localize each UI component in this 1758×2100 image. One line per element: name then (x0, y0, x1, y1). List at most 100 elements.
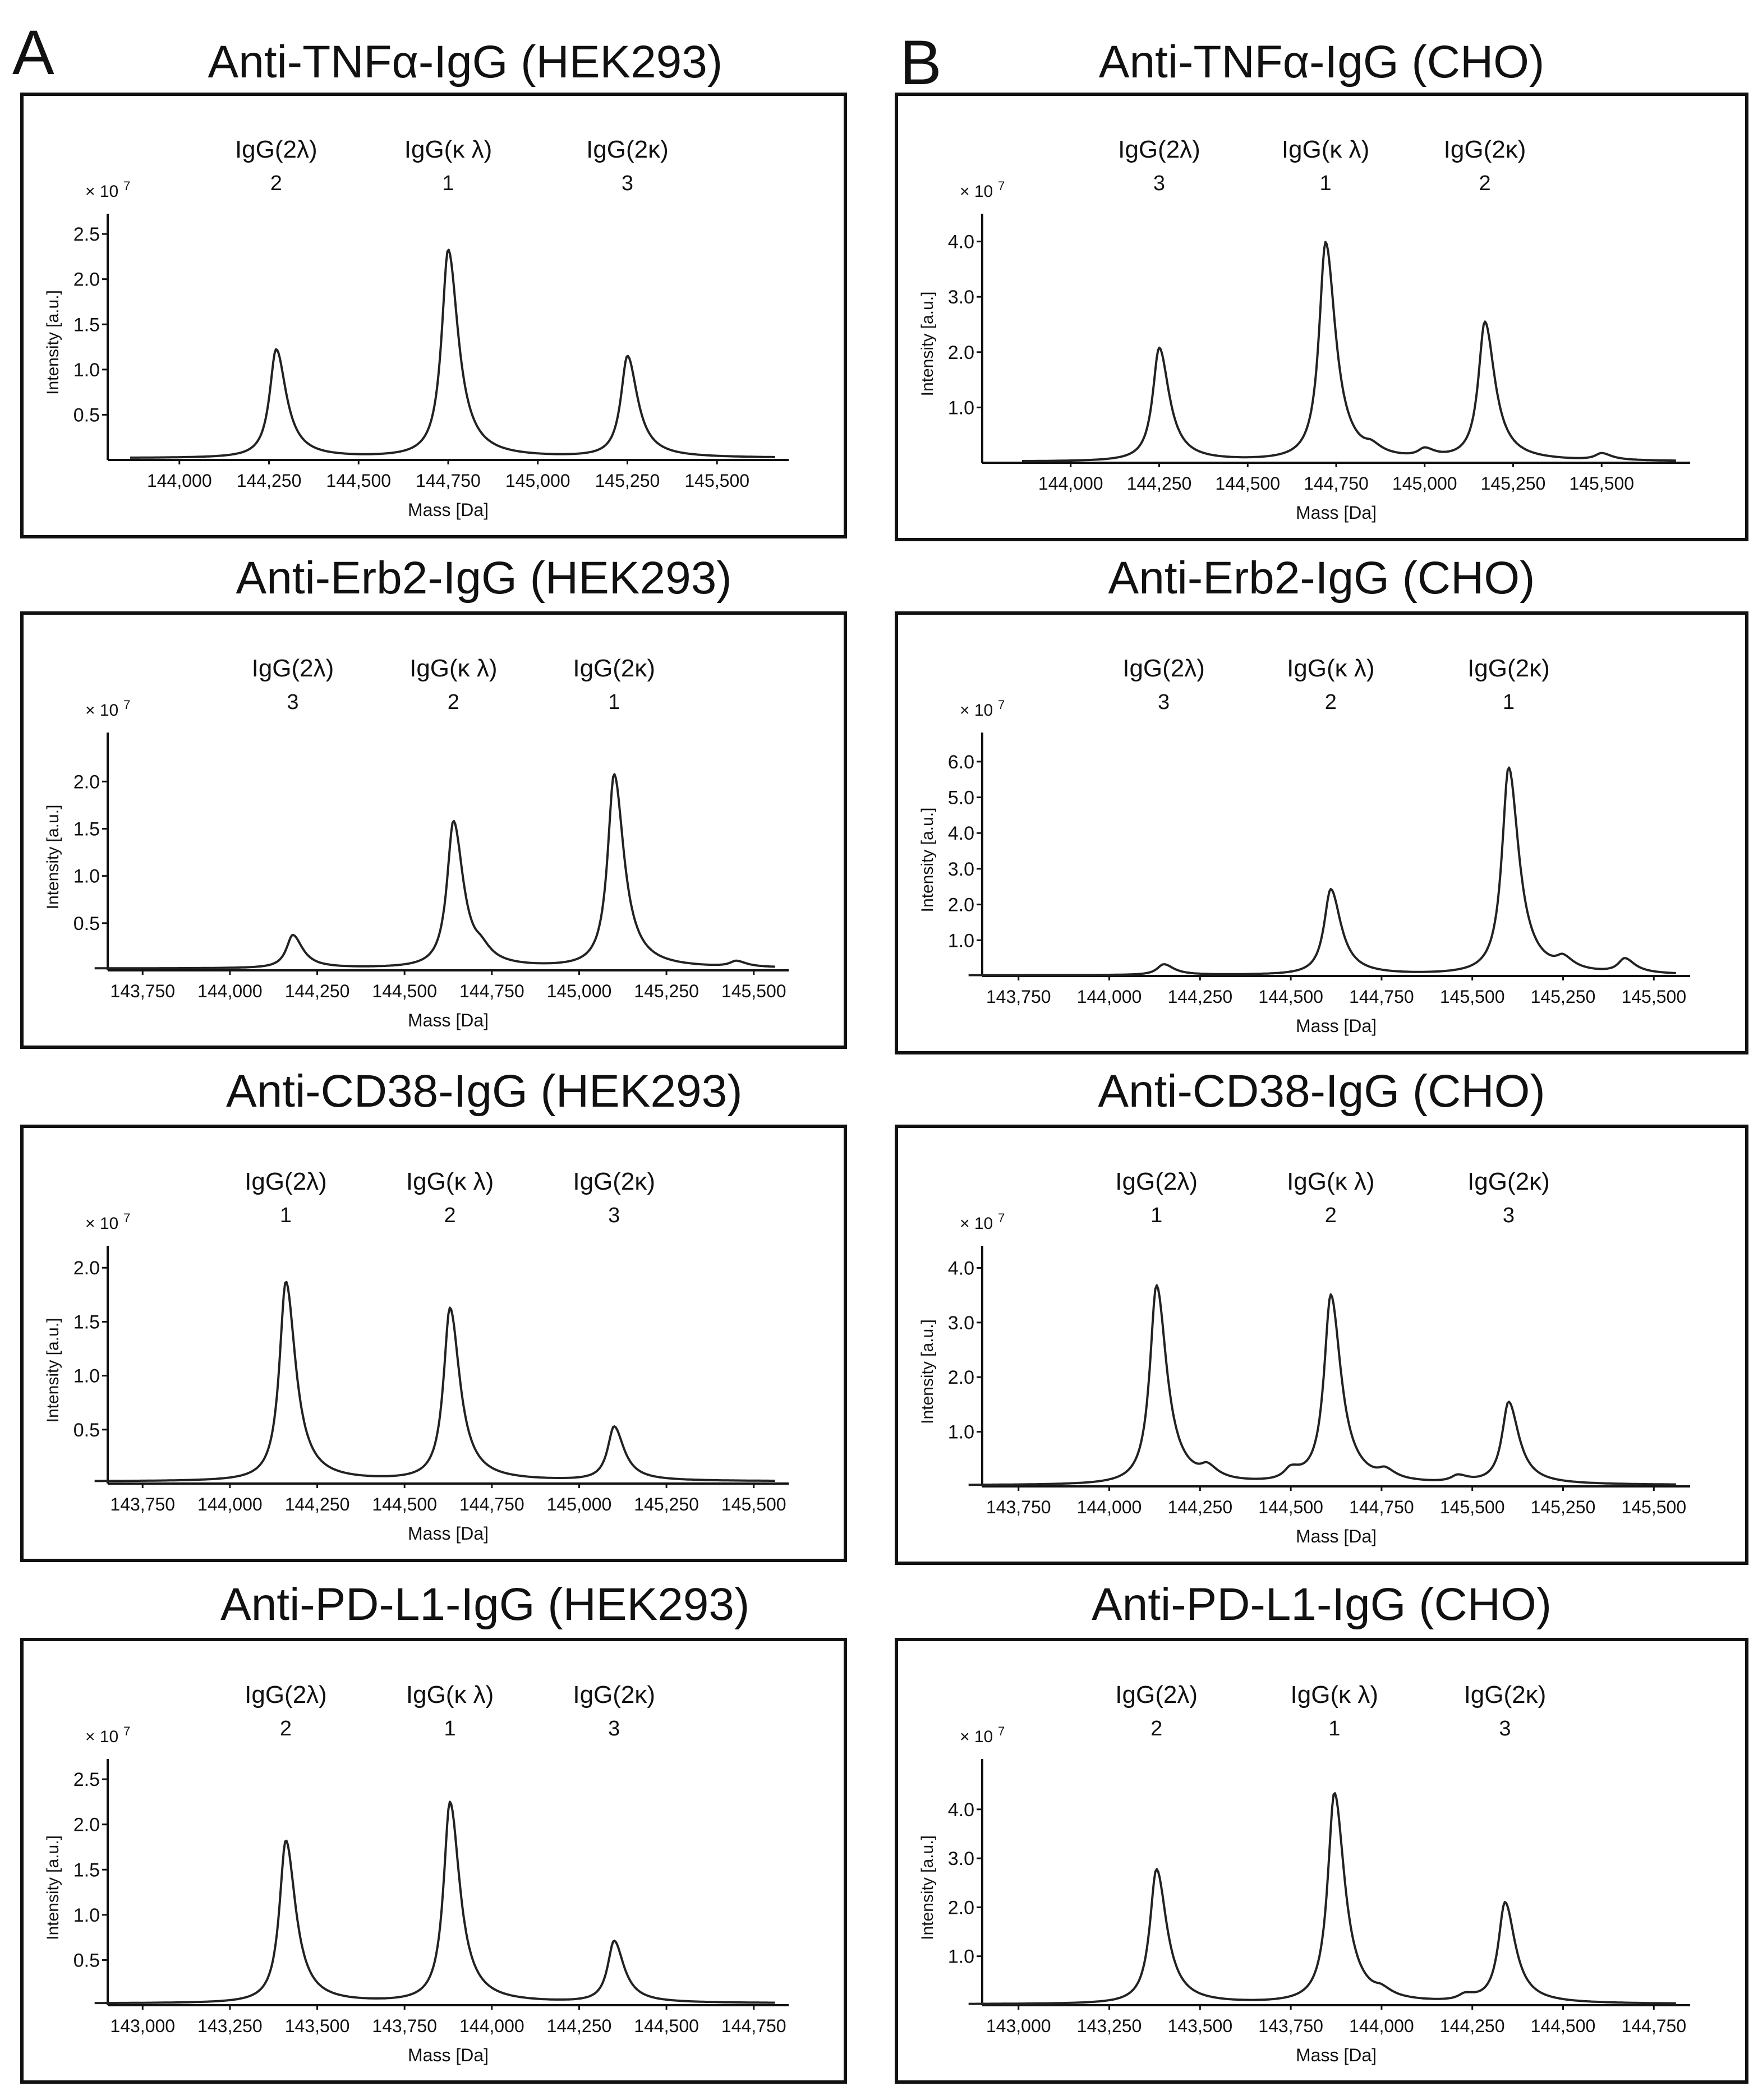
y-tick-label: 4.0 (948, 823, 974, 844)
y-tick-label: 1.0 (73, 1366, 100, 1387)
x-tick-label: 144,000 (459, 2016, 524, 2036)
species-label: IgG(2κ) (586, 136, 669, 163)
mass-spectrum-chart: × 10 7 1.0 2.0 3.0 4.0 144,000 144,250 144,500 14… (918, 136, 1690, 523)
y-axis-label: Intensity [a.u.] (918, 292, 937, 397)
x-tick-label: 144,250 (547, 2016, 612, 2036)
x-axis-label: Mass [Da] (408, 1523, 489, 1544)
y-tick-label: 1.0 (948, 397, 974, 418)
x-axis-label: Mass [Da] (408, 500, 489, 520)
species-rank: 1 (1503, 690, 1515, 714)
x-tick-label: 143,500 (285, 2016, 350, 2036)
chart-title: Anti-TNFα-IgG (HEK293) (208, 36, 723, 88)
x-tick-label: 144,250 (237, 471, 302, 491)
chart-title: Anti-Erb2-IgG (CHO) (1108, 552, 1535, 604)
y-scale-exponent: 7 (998, 698, 1005, 712)
x-tick-label: 143,250 (197, 2016, 263, 2036)
peak-apex (1381, 1998, 1382, 1999)
species-rank: 1 (442, 172, 454, 195)
y-tick-label: 1.0 (948, 1422, 974, 1443)
y-axis-label: Intensity [a.u.] (44, 805, 62, 910)
y-tick-label: 1.5 (73, 819, 100, 840)
species-rank: 3 (622, 172, 633, 195)
chart-frame: × 10 7 0.5 1.0 1.5 2.0 143,750 144,000 144,250 14… (20, 1125, 847, 1562)
y-axis-label: Intensity [a.u.] (44, 290, 62, 395)
y-tick-label: 6.0 (948, 752, 974, 773)
x-tick-label: 144,500 (634, 2016, 699, 2036)
species-label: IgG(2λ) (1115, 1168, 1198, 1195)
peak-apex (1371, 454, 1372, 455)
y-tick-label: 5.0 (948, 788, 974, 809)
species-label: IgG(2κ) (573, 1681, 655, 1708)
y-tick-label: 2.0 (73, 269, 100, 291)
y-tick-label: 2.0 (948, 342, 974, 363)
y-scale-exponent: 7 (998, 1724, 1005, 1738)
species-label: IgG(2λ) (1122, 655, 1205, 682)
y-scale-label: × 10 (85, 1728, 118, 1746)
x-tick-label: 144,750 (1304, 473, 1369, 494)
species-rank: 2 (270, 172, 282, 195)
chart-frame: × 10 7 1.0 2.0 3.0 4.0 143,750 144,000 144,250 14… (895, 1125, 1748, 1565)
x-axis-label: Mass [Da] (1296, 1526, 1377, 1546)
x-tick-label: 145,500 (1440, 987, 1505, 1007)
peak-apex (481, 959, 482, 960)
chart-frame: × 10 7 1.0 2.0 3.0 4.0 143,000 143,250 143,500 14… (895, 1638, 1748, 2084)
species-rank: 2 (444, 1204, 456, 1227)
x-tick-label: 143,750 (372, 2016, 437, 2036)
peak-apex (1465, 1998, 1466, 1999)
y-scale-exponent: 7 (123, 179, 130, 193)
chart-title: Anti-Erb2-IgG (HEK293) (236, 552, 732, 604)
y-tick-label: 3.0 (948, 287, 974, 308)
y-tick-label: 1.0 (73, 1905, 100, 1926)
y-tick-label: 1.0 (73, 866, 100, 887)
x-tick-label: 144,750 (416, 471, 481, 491)
y-axis-label: Intensity [a.u.] (44, 1318, 62, 1423)
x-tick-label: 144,500 (372, 1494, 437, 1514)
x-tick-label: 143,750 (986, 987, 1051, 1007)
x-tick-label: 144,000 (1077, 987, 1142, 1007)
y-tick-label: 0.5 (73, 404, 100, 426)
x-tick-label: 145,500 (1569, 473, 1634, 494)
y-tick-label: 2.0 (948, 895, 974, 916)
x-tick-label: 144,000 (147, 471, 212, 491)
x-tick-label: 145,500 (721, 1494, 786, 1514)
species-rank: 3 (287, 690, 298, 714)
x-tick-label: 144,500 (372, 981, 437, 1001)
species-rank: 2 (448, 690, 459, 714)
y-scale-exponent: 7 (123, 1211, 130, 1225)
x-tick-label: 144,000 (1077, 1497, 1142, 1517)
y-axis-label: Intensity [a.u.] (918, 1835, 937, 1940)
x-tick-label: 144,750 (459, 981, 524, 1001)
chart-title: Anti-TNFα-IgG (CHO) (1098, 36, 1545, 88)
y-axis-label: Intensity [a.u.] (918, 1319, 937, 1424)
species-label: IgG(κ λ) (409, 655, 497, 682)
species-label: IgG(2λ) (245, 1681, 327, 1708)
x-axis-label: Mass [Da] (1296, 503, 1377, 523)
species-label: IgG(κ λ) (406, 1681, 494, 1708)
y-tick-label: 1.5 (73, 1311, 100, 1333)
x-tick-label: 143,000 (110, 2016, 175, 2036)
x-tick-label: 144,500 (1215, 473, 1280, 494)
y-scale-exponent: 7 (998, 179, 1005, 193)
spectrum-trace (968, 1792, 1676, 2005)
x-tick-label: 144,500 (1531, 2016, 1596, 2036)
species-rank: 2 (280, 1717, 292, 1740)
chart-title: Anti-CD38-IgG (HEK293) (226, 1066, 743, 1117)
peak-apex (1601, 454, 1602, 455)
x-tick-label: 145,000 (547, 981, 612, 1001)
peak-apex (1384, 1476, 1386, 1477)
x-tick-label: 144,250 (1127, 473, 1192, 494)
y-tick-label: 2.5 (73, 1769, 100, 1790)
species-rank: 3 (1153, 172, 1165, 195)
y-tick-label: 0.5 (73, 1420, 100, 1441)
x-tick-label: 144,500 (1258, 987, 1323, 1007)
species-label: IgG(2κ) (573, 655, 655, 682)
x-tick-label: 145,500 (1621, 1497, 1686, 1517)
x-tick-label: 145,250 (634, 1494, 699, 1514)
y-tick-label: 2.0 (948, 1367, 974, 1388)
species-label: IgG(2κ) (1464, 1681, 1547, 1708)
chart-frame: × 10 7 1.0 2.0 3.0 4.0 144,000 144,250 144,500 14… (895, 93, 1748, 541)
x-tick-label: 144,250 (1167, 1497, 1232, 1517)
x-tick-label: 145,250 (634, 981, 699, 1001)
peak-apex (1562, 964, 1563, 965)
species-label: IgG(κ λ) (1291, 1681, 1378, 1708)
